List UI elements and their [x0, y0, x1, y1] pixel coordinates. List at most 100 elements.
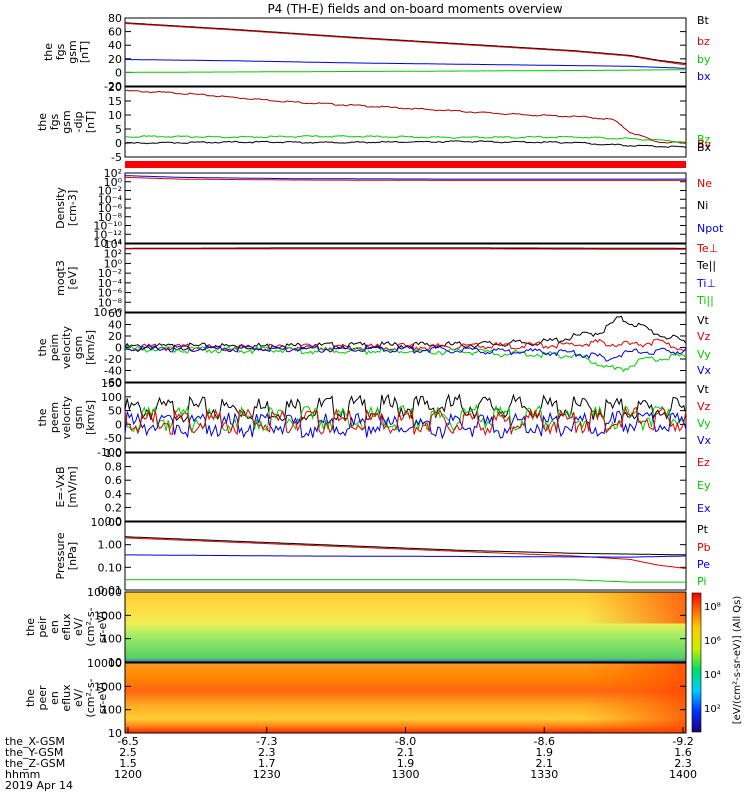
- y-axis-label: eV/: [72, 618, 85, 636]
- legend-entry: Vy: [697, 417, 711, 430]
- y-axis-label: the: [36, 408, 49, 426]
- legend-entry: Bx: [697, 141, 712, 154]
- colorbar-scale: [691, 592, 702, 733]
- y-axis-label: sr-eV): [96, 682, 109, 714]
- colorbar-tick-label: 10²: [704, 704, 721, 715]
- panel-9: 10000 1000 100 10 the peir en eflux eV/(cm²-s-sr…: [24, 586, 687, 669]
- y-tick-label: 0: [115, 418, 122, 431]
- y-tick-label: 10²: [104, 248, 122, 261]
- y-tick-label: 10⁻⁸: [98, 296, 123, 309]
- colorbar-label: [eV/(cm²-s-sr-eV)] (All Qs): [732, 596, 743, 725]
- legend-entry: Pe: [697, 558, 710, 571]
- y-tick-label: -100: [97, 446, 122, 459]
- y-tick-label: 0.0: [105, 515, 123, 528]
- x-row-value: 1.9: [536, 746, 554, 759]
- legend-entry: Ez: [697, 456, 710, 469]
- x-row-value: 1400: [669, 768, 697, 781]
- series-line: [125, 554, 686, 558]
- legend-entry: Te⊥: [696, 242, 718, 255]
- y-tick-label: -50: [104, 432, 122, 445]
- y-tick-label: 10000: [87, 586, 122, 599]
- y-tick-label: 150: [101, 377, 122, 390]
- y-axis-label: fgs: [54, 43, 67, 60]
- series-line: [125, 69, 686, 73]
- legend-entry: bx: [697, 70, 711, 83]
- y-tick-label: 10⁻⁴: [98, 277, 123, 290]
- y-tick-label: 10.00: [91, 516, 123, 529]
- spectrogram-enhancement: [585, 663, 686, 733]
- legend-entry: Pb: [697, 541, 711, 554]
- x-row-value: 2.5: [119, 746, 137, 759]
- y-axis-label: eV/: [72, 689, 85, 707]
- series-line: [124, 410, 687, 440]
- y-axis-label: sr-eV): [96, 611, 109, 643]
- y-tick-label: 0: [115, 66, 122, 79]
- y-tick-label: 0: [115, 342, 122, 355]
- legend-entry: bz: [697, 35, 710, 48]
- series-line: [124, 22, 687, 66]
- y-tick-label: 10: [108, 656, 122, 669]
- y-tick-label: -40: [104, 365, 122, 378]
- y-axis-label: Pressure: [54, 532, 67, 579]
- x-row-value: -7.3: [256, 735, 277, 748]
- legend-entry: Npot: [697, 222, 724, 235]
- series-line: [124, 22, 687, 65]
- colorbar-tick-label: 10⁸: [704, 602, 721, 613]
- panel-frame: [124, 243, 687, 313]
- y-axis-label: moqt3: [54, 260, 67, 296]
- legend-entry: Bt: [697, 14, 710, 27]
- y-tick-label: 20: [108, 81, 122, 94]
- legend-entry: Pi: [697, 575, 706, 588]
- y-axis-label: eflux: [60, 613, 73, 641]
- y-tick-label: 20: [108, 53, 122, 66]
- x-axis-labels: the_X-GSM -6.5 -7.3 -8.0 -8.6 -9.2 the_Y-GSM 2.…: [5, 727, 697, 792]
- y-tick-label: 10⁻⁶: [98, 287, 123, 300]
- x-row-value: -9.2: [672, 735, 693, 748]
- y-axis-label: en: [48, 620, 61, 634]
- x-row-label: the_Z-GSM: [5, 757, 65, 770]
- y-tick-label: 10⁻⁶: [98, 202, 123, 215]
- series-line: [124, 135, 687, 143]
- y-tick-label: 10⁰: [104, 176, 123, 189]
- y-axis-label: gsm: [72, 336, 85, 359]
- series-line: [125, 579, 686, 583]
- legend-entry: Bz: [697, 133, 711, 146]
- series-line: [125, 176, 686, 181]
- y-tick-label: 10: [108, 727, 122, 740]
- y-tick-label: 10⁻¹⁰: [93, 220, 122, 233]
- y-tick-label: 10⁰: [104, 257, 123, 270]
- x-row-value: 1330: [530, 768, 558, 781]
- y-tick-label: 0.01: [98, 584, 123, 597]
- legend-entry: By: [697, 138, 712, 151]
- y-axis-label: (cm²-s-: [84, 607, 97, 646]
- x-row-value: 1.5: [119, 757, 137, 770]
- legend-entry: Vt: [697, 314, 710, 327]
- date-label: 2019 Apr 14: [5, 779, 73, 792]
- y-tick-label: 10⁻¹⁴: [93, 237, 122, 250]
- y-tick-label: -60: [104, 376, 122, 389]
- y-axis-label: gsm: [72, 406, 85, 429]
- y-tick-label: 10²: [104, 167, 122, 180]
- y-tick-label: 20: [108, 330, 122, 343]
- y-axis-label: peer: [36, 685, 49, 711]
- x-row-value: 1.7: [258, 757, 276, 770]
- y-tick-label: 60: [108, 307, 122, 320]
- y-axis-label: (cm²-s-: [84, 678, 97, 717]
- y-tick-label: 40: [108, 319, 122, 332]
- colorbar-tick-label: 10⁶: [704, 636, 721, 647]
- y-tick-label: 10⁻¹²: [93, 228, 122, 241]
- series-line: [124, 344, 687, 373]
- y-tick-label: 10: [108, 109, 122, 122]
- y-axis-label: gsm: [66, 40, 79, 63]
- legend-entry: by: [697, 53, 711, 66]
- x-row-label: the_Y-GSM: [5, 746, 63, 759]
- y-tick-label: 0: [115, 137, 122, 150]
- y-axis-label: [eV]: [66, 267, 79, 290]
- x-row-value: 2.1: [397, 746, 415, 759]
- y-axis-label: [cm-3]: [66, 190, 79, 226]
